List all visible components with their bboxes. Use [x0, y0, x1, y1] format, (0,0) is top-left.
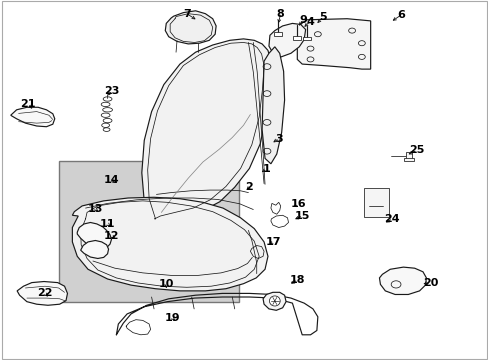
Text: 1: 1 — [262, 164, 270, 174]
Text: 17: 17 — [265, 237, 281, 247]
Text: 12: 12 — [103, 231, 119, 241]
Text: 18: 18 — [289, 275, 305, 285]
Text: 11: 11 — [100, 219, 115, 229]
Text: 14: 14 — [103, 175, 119, 185]
Text: 15: 15 — [294, 211, 309, 221]
Bar — [59, 161, 238, 302]
Polygon shape — [379, 267, 426, 294]
Text: 8: 8 — [276, 9, 284, 19]
Text: 6: 6 — [396, 10, 404, 20]
Polygon shape — [77, 222, 111, 249]
Text: 13: 13 — [87, 204, 103, 214]
Polygon shape — [262, 47, 284, 164]
Bar — [273, 32, 281, 36]
Polygon shape — [11, 107, 55, 127]
Text: 25: 25 — [408, 145, 424, 156]
Polygon shape — [81, 240, 108, 258]
Text: 22: 22 — [37, 288, 53, 298]
Text: 9: 9 — [299, 15, 306, 25]
Text: 5: 5 — [318, 12, 326, 22]
Bar — [364, 188, 388, 217]
Polygon shape — [142, 39, 271, 224]
Text: 23: 23 — [103, 86, 119, 96]
Text: 3: 3 — [274, 134, 282, 144]
Text: 24: 24 — [384, 214, 399, 224]
Bar — [293, 36, 301, 40]
Text: 21: 21 — [20, 99, 36, 109]
Bar — [303, 37, 310, 40]
Bar — [403, 158, 413, 161]
Ellipse shape — [269, 296, 280, 306]
Text: 10: 10 — [158, 279, 174, 289]
Text: 19: 19 — [164, 312, 180, 323]
Text: 2: 2 — [245, 182, 253, 192]
Polygon shape — [263, 292, 285, 310]
Text: 20: 20 — [422, 278, 437, 288]
Polygon shape — [17, 282, 67, 305]
Polygon shape — [297, 19, 370, 69]
Polygon shape — [72, 197, 267, 291]
Polygon shape — [165, 11, 216, 44]
Polygon shape — [268, 23, 305, 57]
Text: 4: 4 — [305, 17, 313, 27]
Text: 7: 7 — [183, 9, 190, 19]
Bar — [405, 152, 411, 159]
Text: 16: 16 — [290, 199, 305, 210]
